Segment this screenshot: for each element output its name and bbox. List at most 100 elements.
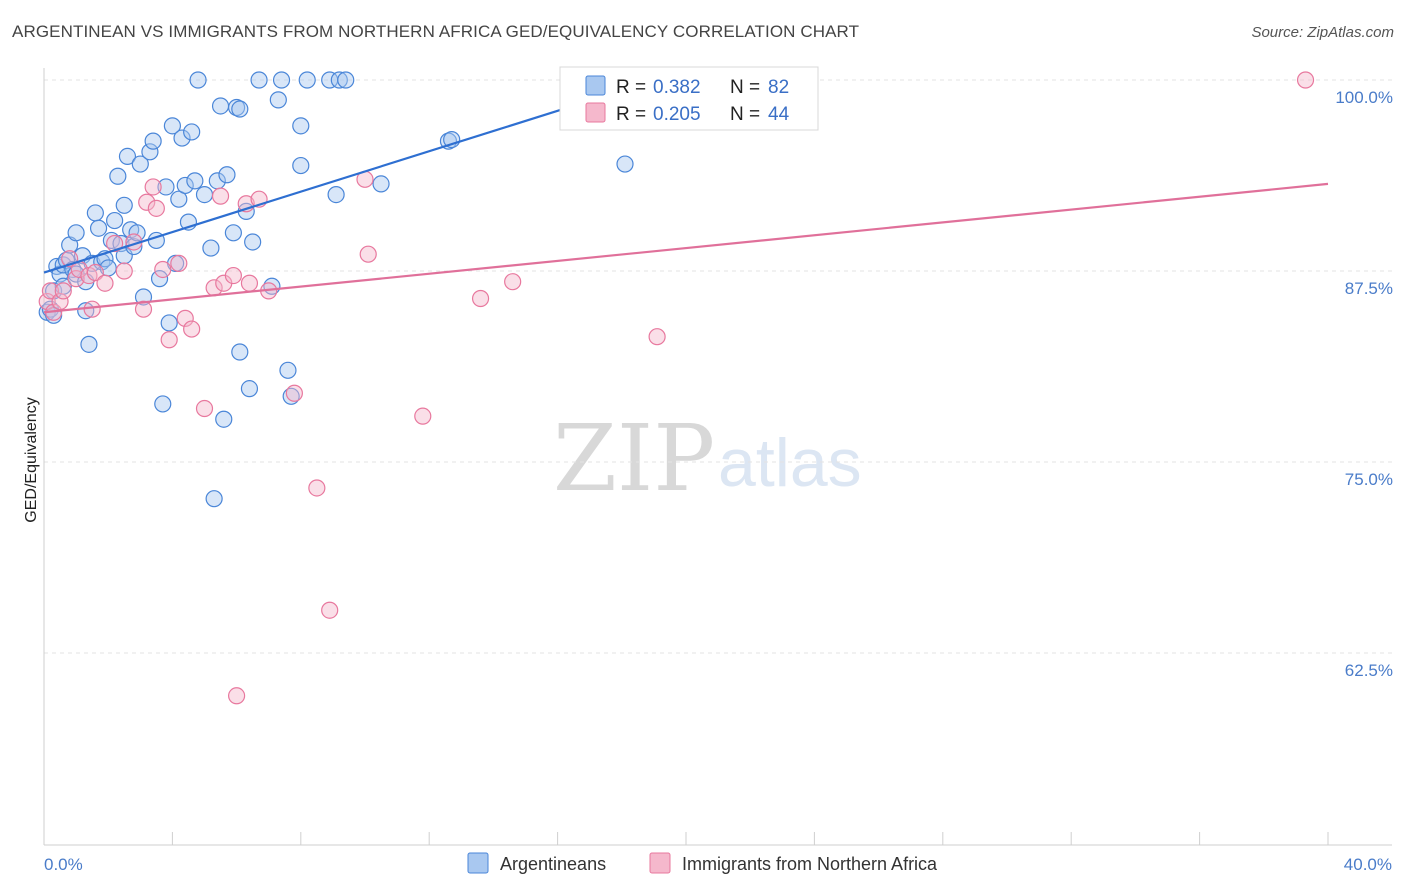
legend-r-value-2: 0.205: [653, 104, 701, 125]
point-argentineans: [176, 176, 194, 195]
point-immigrants: [195, 399, 214, 418]
point-argentineans: [330, 71, 348, 89]
point-argentineans: [282, 387, 300, 405]
point-immigrants: [67, 270, 85, 288]
point-immigrants: [134, 300, 153, 318]
y-tick-label: 62.5%: [1345, 661, 1393, 680]
point-immigrants: [38, 292, 56, 311]
x-tick-label-max: 40.0%: [1344, 855, 1392, 874]
point-immigrants: [154, 260, 172, 279]
legend-n-value-1: 82: [768, 77, 789, 98]
point-immigrants: [321, 601, 339, 619]
point-immigrants: [504, 273, 522, 291]
point-immigrants: [160, 331, 178, 349]
point-argentineans: [131, 155, 149, 173]
legend-r-label-2: R =: [616, 104, 646, 125]
legend-r-label-1: R =: [616, 77, 646, 98]
point-argentineans: [279, 361, 297, 379]
point-argentineans: [186, 172, 204, 190]
point-immigrants: [228, 687, 246, 705]
point-argentineans: [80, 335, 98, 353]
point-argentineans: [218, 166, 236, 184]
legend-n-label-2: N =: [730, 104, 760, 125]
point-argentineans: [109, 167, 127, 185]
watermark-zip: ZIP: [553, 405, 715, 512]
point-argentineans: [372, 175, 390, 193]
trend-line-immigrants: [43, 182, 1329, 314]
point-argentineans: [272, 71, 291, 89]
point-immigrants: [83, 300, 101, 318]
gridlines: [44, 79, 1392, 654]
point-argentineans: [150, 270, 169, 288]
point-argentineans: [128, 224, 146, 242]
point-immigrants: [648, 328, 666, 346]
y-tick-label: 100.0%: [1335, 88, 1393, 107]
point-immigrants: [147, 199, 165, 217]
point-immigrants: [106, 234, 124, 253]
point-argentineans: [163, 117, 181, 135]
point-immigrants: [1296, 71, 1315, 89]
point-argentineans: [244, 233, 262, 251]
point-argentineans: [231, 100, 249, 118]
point-immigrants: [224, 266, 242, 285]
point-immigrants: [359, 245, 377, 263]
point-immigrants: [308, 479, 326, 497]
legend-r-value-1: 0.382: [653, 77, 701, 98]
point-argentineans: [160, 314, 178, 332]
point-immigrants: [285, 384, 303, 402]
point-argentineans: [183, 123, 201, 141]
y-tick-labels: 62.5% 75.0% 87.5% 100.0%: [1335, 88, 1393, 680]
series-immigrants-northern-africa: [38, 71, 1315, 705]
legend-n-value-2: 44: [768, 104, 790, 125]
legend-swatch-pink: [585, 102, 606, 123]
source-label: Source: ZipAtlas.com: [1251, 24, 1394, 41]
x-tick-marks: [43, 832, 1329, 845]
point-argentineans: [298, 71, 316, 89]
point-immigrants: [115, 262, 133, 280]
watermark-atlas: atlas: [718, 425, 862, 501]
legend-n-label-1: N =: [730, 77, 760, 98]
legend-label-argentineans: Argentineans: [500, 854, 606, 874]
y-tick-label: 75.0%: [1345, 470, 1393, 489]
legend-swatch-blue: [585, 75, 606, 96]
point-argentineans: [195, 186, 214, 204]
series-legend: Argentineans Immigrants from Northern Af…: [467, 852, 938, 874]
point-argentineans: [215, 410, 233, 428]
point-argentineans: [327, 186, 345, 204]
point-immigrants: [240, 274, 259, 292]
point-argentineans: [86, 204, 104, 222]
x-tick-label-min: 0.0%: [44, 855, 83, 874]
point-argentineans: [250, 71, 268, 89]
stats-legend: R = 0.382 N = 82 R = 0.205 N = 44: [559, 66, 819, 131]
point-argentineans: [170, 190, 188, 208]
legend-swatch-argentineans: [467, 852, 489, 874]
point-immigrants: [414, 407, 432, 425]
point-argentineans: [337, 71, 355, 89]
point-immigrants: [138, 193, 156, 211]
y-tick-label: 87.5%: [1345, 279, 1393, 298]
point-argentineans: [616, 155, 634, 173]
point-argentineans: [102, 231, 121, 250]
point-argentineans: [154, 395, 172, 413]
series-argentineans: [38, 71, 634, 508]
point-immigrants: [211, 187, 230, 205]
point-argentineans: [240, 380, 259, 398]
point-argentineans: [189, 71, 207, 89]
point-argentineans: [144, 132, 162, 150]
point-argentineans: [211, 97, 230, 115]
point-argentineans: [224, 224, 242, 242]
point-argentineans: [292, 156, 310, 175]
point-argentineans: [292, 117, 310, 135]
point-argentineans: [141, 143, 159, 161]
point-immigrants: [54, 282, 72, 300]
y-axis-label: GED/Equivalency: [23, 397, 40, 522]
point-argentineans: [157, 178, 175, 196]
point-argentineans: [67, 224, 85, 242]
point-immigrants: [170, 254, 188, 272]
point-argentineans: [269, 91, 287, 109]
point-argentineans: [205, 490, 223, 508]
point-argentineans: [106, 211, 124, 230]
point-immigrants: [471, 289, 490, 308]
point-argentineans: [118, 147, 137, 165]
